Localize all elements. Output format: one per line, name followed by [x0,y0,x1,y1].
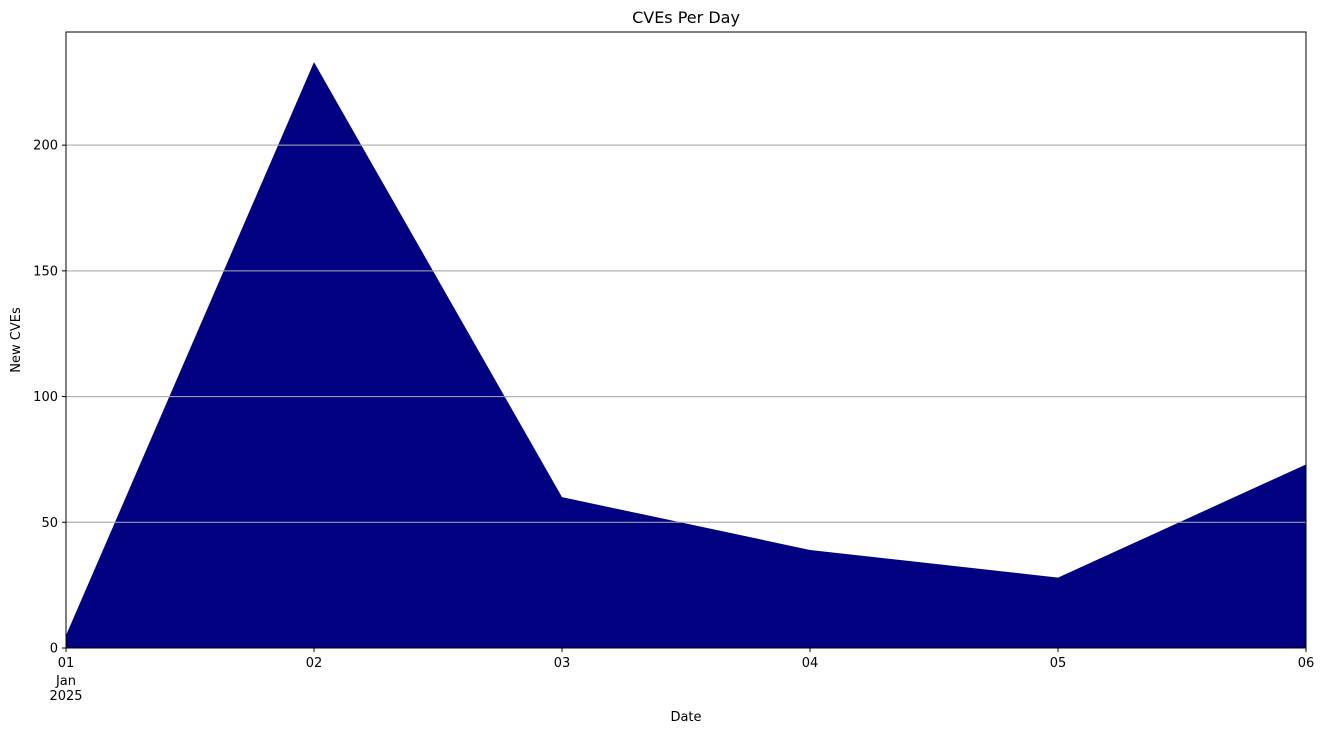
x-tick-label-03: 03 [554,656,571,671]
x-tick-label-02: 02 [306,656,323,671]
x-tick-label-04: 04 [802,656,819,671]
x-tick-label-06: 06 [1298,656,1315,671]
plot-frame [65,31,1307,649]
x-tick-label-01: 01 [58,656,75,671]
y-tick-label-100: 100 [33,390,58,405]
y-tick-label-150: 150 [33,264,58,279]
y-tick-label-0: 0 [50,642,58,657]
x-axis-ticks: 01 02 03 04 05 06 [58,648,1315,671]
y-axis-ticks: 0 50 100 150 200 [33,139,66,657]
y-axis-label: New CVEs [9,307,24,373]
y-tick-label-50: 50 [41,516,58,531]
x-axis-sublabel-year: 2025 [49,689,82,704]
y-tick-label-200: 200 [33,139,58,154]
x-tick-label-05: 05 [1050,656,1067,671]
cve-area-series [66,62,1306,648]
chart-title: CVEs Per Day [632,8,740,27]
x-axis-sublabel-month: Jan [55,674,76,689]
x-axis-label: Date [670,710,701,725]
